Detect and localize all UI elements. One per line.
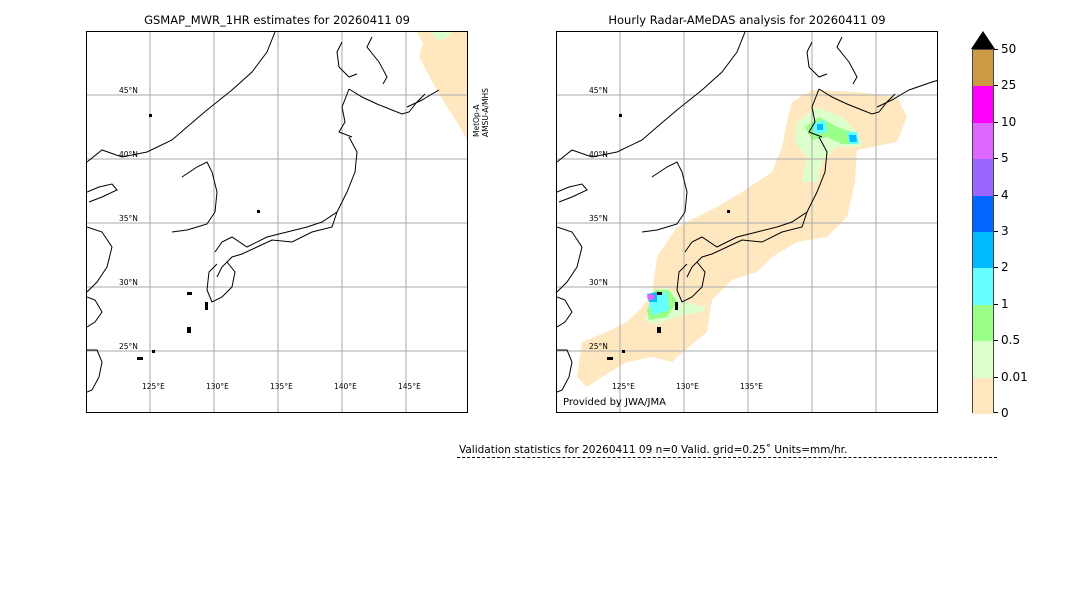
colorbar-seg-25-50 xyxy=(973,50,993,87)
colorbar-tick xyxy=(994,49,998,50)
radar-amedas-map-panel: 45°N 40°N 35°N 30°N 25°N 125°E 130°E 135… xyxy=(556,31,938,413)
radar-amedas-map xyxy=(557,32,937,412)
colorbar xyxy=(972,49,994,414)
colorbar-seg-2-3 xyxy=(973,232,993,269)
lat-label-35: 35°N xyxy=(119,214,138,223)
colorbar-tick xyxy=(994,340,998,341)
lat-label-35: 35°N xyxy=(589,214,608,223)
lat-label-45: 45°N xyxy=(119,86,138,95)
gsmap-map-panel: 45°N 40°N 35°N 30°N 25°N 125°E 130°E 135… xyxy=(86,31,468,413)
colorbar-label-5: 5 xyxy=(1001,151,1009,165)
lon-label-130: 130°E xyxy=(206,382,229,391)
left-panel-title: GSMAP_MWR_1HR estimates for 20260411 09 xyxy=(144,13,410,27)
lat-label-45: 45°N xyxy=(589,86,608,95)
colorbar-tick xyxy=(994,85,998,86)
colorbar-seg-5-10 xyxy=(973,122,993,160)
colorbar-tick xyxy=(994,231,998,232)
satellite-label: MetOp-A AMSU-A/MHS xyxy=(472,88,490,137)
colorbar-extend-arrow xyxy=(971,31,995,49)
lon-label-135: 135°E xyxy=(270,382,293,391)
colorbar-label-10: 10 xyxy=(1001,115,1017,129)
colorbar-label-4: 4 xyxy=(1001,188,1009,202)
colorbar-label-2: 2 xyxy=(1001,260,1009,274)
colorbar-label-25: 25 xyxy=(1001,78,1017,92)
colorbar-tick xyxy=(994,377,998,378)
colorbar-seg-0.5-1 xyxy=(973,304,993,342)
colorbar-tick xyxy=(994,158,998,159)
lat-label-40: 40°N xyxy=(589,150,608,159)
lon-label-135: 135°E xyxy=(740,382,763,391)
colorbar-tick xyxy=(994,122,998,123)
colorbar-tick xyxy=(994,412,998,413)
colorbar-tick xyxy=(994,267,998,268)
lon-label-125: 125°E xyxy=(142,382,165,391)
lat-label-30: 30°N xyxy=(119,278,138,287)
colorbar-label-3: 3 xyxy=(1001,224,1009,238)
colorbar-seg-3-4 xyxy=(973,195,993,232)
lat-label-30: 30°N xyxy=(589,278,608,287)
lon-label-140: 140°E xyxy=(334,382,357,391)
lon-label-145: 145°E xyxy=(398,382,421,391)
lat-label-25: 25°N xyxy=(119,342,138,351)
colorbar-tick xyxy=(994,304,998,305)
right-panel-title: Hourly Radar-AMeDAS analysis for 2026041… xyxy=(608,13,886,27)
validation-divider xyxy=(457,457,997,458)
gsmap-map xyxy=(87,32,467,412)
colorbar-label-50: 50 xyxy=(1001,42,1017,56)
lon-label-130: 130°E xyxy=(676,382,699,391)
data-credit: Provided by JWA/JMA xyxy=(563,397,666,408)
colorbar-seg-10-25 xyxy=(973,86,993,123)
colorbar-label-0: 0 xyxy=(1001,406,1009,420)
lat-label-40: 40°N xyxy=(119,150,138,159)
colorbar-label-1: 1 xyxy=(1001,297,1009,311)
colorbar-seg-0-0.01 xyxy=(973,377,993,414)
colorbar-tick xyxy=(994,195,998,196)
lon-label-125: 125°E xyxy=(612,382,635,391)
colorbar-label-0.5: 0.5 xyxy=(1001,333,1021,347)
colorbar-seg-1-2 xyxy=(973,268,993,305)
colorbar-label-0.01: 0.01 xyxy=(1001,370,1028,384)
colorbar-seg-4-5 xyxy=(973,159,993,196)
colorbar-seg-0.01-0.5 xyxy=(973,341,993,378)
validation-statistics: Validation statistics for 20260411 09 n=… xyxy=(459,444,848,456)
lat-label-25: 25°N xyxy=(589,342,608,351)
